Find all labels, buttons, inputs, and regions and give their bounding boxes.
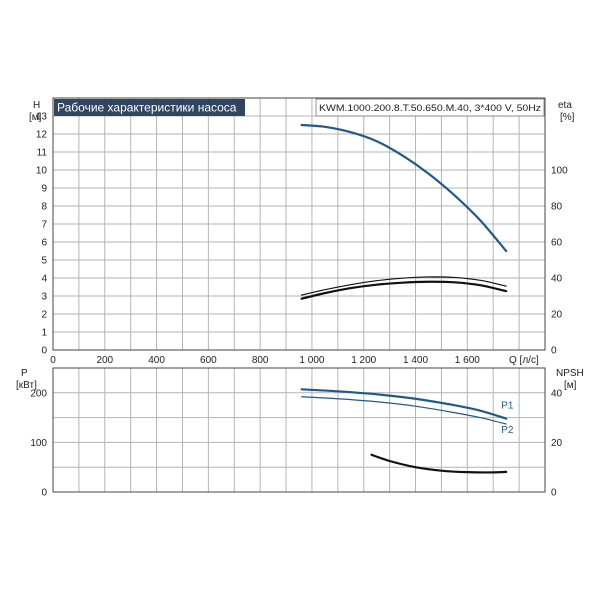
y-left-tick-label: 1: [41, 328, 47, 339]
y-right-tick-label: 0: [551, 488, 557, 499]
bottom-plot-frame: [52, 367, 546, 493]
top-curves: [300, 123, 508, 300]
bottom-left-axis-unit: [кВт]: [16, 380, 37, 391]
chart-subtitle: KWM.1000.200.8.T.50.650.M.40, 3*400 V, 5…: [319, 103, 541, 114]
y-left-tick-label: 4: [41, 274, 47, 285]
y-left-tick-label: 0: [41, 346, 47, 357]
y-right-tick-label: 40: [551, 274, 563, 285]
y-left-tick-label: 11: [37, 148, 48, 159]
x-tick-label: 1 200: [351, 355, 376, 366]
y-left-tick-label: 7: [41, 220, 47, 231]
bottom-curves: [300, 388, 508, 474]
x-tick-label: 1 600: [455, 355, 480, 366]
x-tick-label: 600: [200, 355, 217, 366]
x-axis-label: Q [л/с]: [509, 355, 539, 366]
top-grid: [53, 98, 545, 350]
top-series-line-0: [300, 123, 508, 253]
top-left-axis-label: H: [33, 100, 40, 111]
top-left-axis-unit: [м]: [29, 112, 42, 123]
x-tick-label: 1 400: [403, 355, 428, 366]
top-series-line-1: [300, 276, 507, 296]
chart-subtitle-box: [315, 98, 545, 117]
tick-labels: 0 200 400 600 800 1 000 1 200 1 400 1 6000123456…: [30, 112, 568, 499]
y-left-tick-label: 9: [41, 184, 47, 195]
bottom-grid: [53, 368, 545, 492]
x-tick-label: 0: [50, 355, 56, 366]
x-tick-label: 400: [148, 355, 165, 366]
bottom-right-axis-label: NPSH: [556, 368, 584, 379]
x-tick-label: 800: [252, 355, 269, 366]
y-left-tick-label: 2: [41, 310, 47, 321]
y-left-tick-label: 12: [36, 130, 48, 141]
series-label-p1: P1: [501, 401, 514, 412]
y-right-tick-label: 100: [551, 166, 568, 177]
top-plot-frame: [52, 97, 546, 351]
y-right-tick-label: 20: [551, 438, 563, 449]
bottom-series-line-1: [300, 396, 507, 425]
top-series-line-2: [300, 280, 508, 300]
x-tick-label: 200: [96, 355, 113, 366]
chart-title-box: [54, 99, 245, 116]
series-labels: P1 P2: [501, 401, 514, 436]
chart-title: Рабочие характеристики насоса: [57, 101, 237, 115]
y-right-tick-label: 80: [551, 202, 563, 213]
y-right-tick-label: 60: [551, 238, 563, 249]
y-right-tick-label: 0: [551, 346, 557, 357]
top-right-axis-label: eta: [558, 100, 572, 111]
y-right-tick-label: 40: [551, 388, 563, 399]
bottom-right-axis-unit: [м]: [564, 380, 577, 391]
y-left-tick-label: 5: [41, 256, 47, 267]
series-label-p2: P2: [501, 425, 514, 436]
y-left-tick-label: 10: [36, 166, 48, 177]
y-left-tick-label: 8: [41, 202, 47, 213]
y-right-tick-label: 20: [551, 310, 563, 321]
x-tick-label: 1 000: [299, 355, 324, 366]
y-left-tick-label: 0: [41, 488, 47, 499]
bottom-left-axis-label: P: [21, 368, 28, 379]
y-left-tick-label: 200: [30, 388, 47, 399]
bottom-series-line-0: [300, 388, 508, 420]
y-left-tick-label: 6: [41, 238, 47, 249]
bottom-series-line-2: [370, 453, 508, 474]
y-left-tick-label: 3: [41, 292, 47, 303]
top-right-axis-unit: [%]: [560, 112, 575, 123]
y-left-tick-label: 13: [36, 112, 48, 123]
y-left-tick-label: 100: [30, 438, 47, 449]
